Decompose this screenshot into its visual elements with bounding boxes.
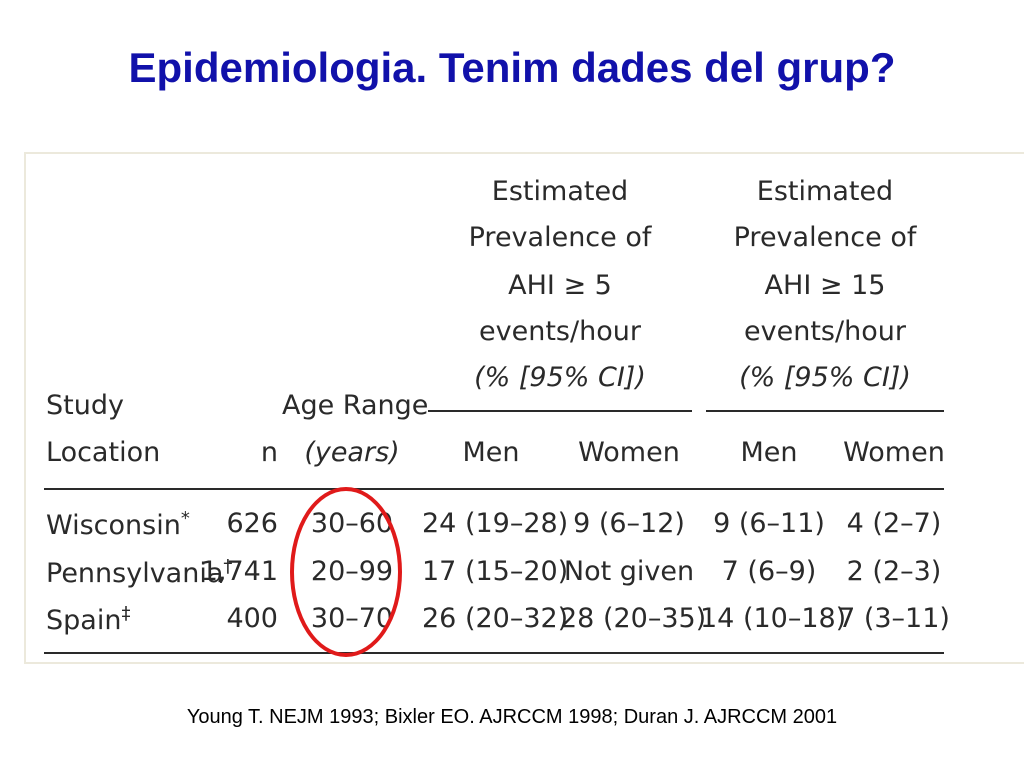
group1-line5: (% [95% CI]) <box>474 362 646 393</box>
header-study: Study <box>46 390 124 421</box>
table-cell-n: 626 <box>226 508 278 539</box>
table-cell-men-ahi5: 17 (15–20) <box>422 556 569 587</box>
table-cell-men-ahi15: 14 (10–18) <box>700 603 847 634</box>
group2-line5: (% [95% CI]) <box>739 362 911 393</box>
header-age-range: Age Range <box>282 390 429 421</box>
group2-line1: Estimated <box>756 176 894 207</box>
table-bottom-rule <box>44 652 944 654</box>
header-age-unit: (years) <box>304 437 400 468</box>
table-cell-n: 1,741 <box>200 556 278 587</box>
table-cell-men-ahi5: 26 (20–32) <box>422 603 569 634</box>
citation: Young T. NEJM 1993; Bixler EO. AJRCCM 19… <box>186 706 838 728</box>
group1-line2: Prevalence of <box>468 222 652 253</box>
age-range-highlight-circle <box>290 487 402 657</box>
table-cell-women-ahi5: Not given <box>563 556 695 587</box>
table-cell-men-ahi5: 24 (19–28) <box>422 508 569 539</box>
group1-line3: AHI ≥ 5 <box>508 270 612 301</box>
header-bottom-rule <box>44 488 944 490</box>
group2-line4: events/hour <box>744 316 906 347</box>
group1-span-rule <box>428 410 692 412</box>
table-cell-women-ahi15: 7 (3–11) <box>838 603 950 634</box>
table-cell-men-ahi15: 7 (6–9) <box>721 556 817 587</box>
header-men-ahi5: Men <box>462 437 520 468</box>
header-men-ahi15: Men <box>740 437 798 468</box>
table-row-location: Pennsylvania† <box>46 556 233 589</box>
header-location: Location <box>46 437 161 468</box>
table-cell-women-ahi5: 28 (20–35) <box>560 603 707 634</box>
table-cell-men-ahi15: 9 (6–11) <box>713 508 825 539</box>
prevalence-table-figure <box>24 152 1024 664</box>
group2-span-rule <box>706 410 944 412</box>
group1-line1: Estimated <box>491 176 629 207</box>
table-row-location: Wisconsin* <box>46 508 190 541</box>
header-women-ahi15: Women <box>843 437 945 468</box>
table-cell-women-ahi5: 9 (6–12) <box>573 508 685 539</box>
table-cell-n: 400 <box>226 603 278 634</box>
header-women-ahi5: Women <box>578 437 680 468</box>
table-cell-women-ahi15: 4 (2–7) <box>846 508 942 539</box>
page-title: Epidemiologia. Tenim dades del grup? <box>128 44 896 91</box>
table-cell-women-ahi15: 2 (2–3) <box>846 556 942 587</box>
group1-line4: events/hour <box>479 316 641 347</box>
group2-line3: AHI ≥ 15 <box>764 270 886 301</box>
group2-line2: Prevalence of <box>733 222 917 253</box>
table-row-location: Spain‡ <box>46 603 131 636</box>
header-n: n <box>260 437 278 468</box>
